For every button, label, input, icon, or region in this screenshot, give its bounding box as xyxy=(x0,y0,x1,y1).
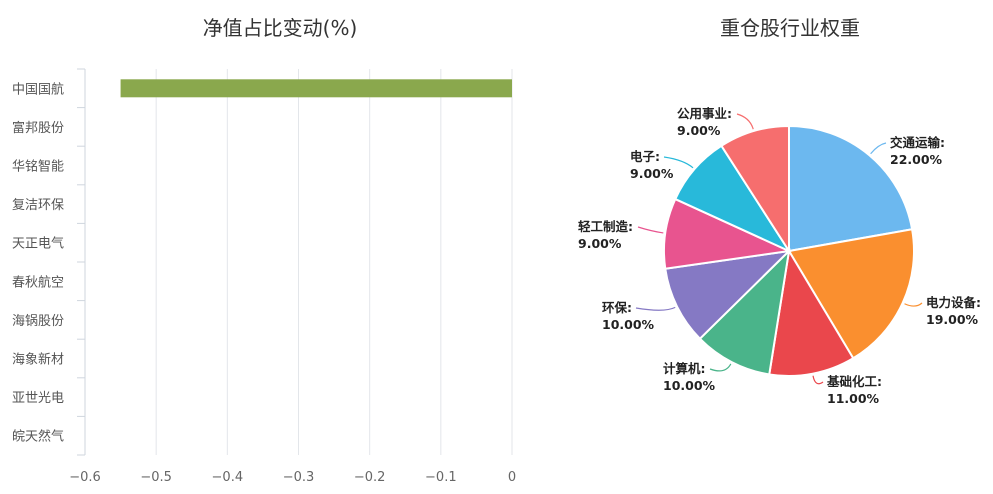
slice-percent: 9.00% xyxy=(578,236,622,251)
category-label: 中国国航 xyxy=(12,81,64,97)
slice-label: 计算机: xyxy=(663,361,706,376)
x-tick-label: −0.2 xyxy=(354,470,386,485)
pie-slice[interactable] xyxy=(768,248,855,377)
slice-label: 轻工制造: xyxy=(578,219,633,234)
pie-chart: 交通运输: 22.00% 电力设备: 19.00% 基础化工: 11.00% 计算机: 10.… xyxy=(578,106,981,406)
category-label: 复洁环保 xyxy=(12,198,64,213)
x-tick-label: −0.1 xyxy=(425,470,457,485)
slice-percent: 10.00% xyxy=(602,317,655,332)
slice-percent: 19.00% xyxy=(926,312,979,327)
slice-label: 基础化工: xyxy=(826,374,882,389)
slice-percent: 9.00% xyxy=(677,123,721,138)
pie-slice[interactable] xyxy=(787,228,915,360)
slice-percent: 11.00% xyxy=(827,391,880,406)
pie-slice[interactable] xyxy=(664,249,792,341)
slice-label: 电力设备: xyxy=(926,295,981,310)
slice-label: 交通运输: xyxy=(890,135,945,150)
x-tick-label: 0 xyxy=(508,470,516,485)
label-leader-line xyxy=(637,226,664,234)
slice-label: 环保: xyxy=(602,300,632,315)
category-label: 海象新材 xyxy=(12,352,64,368)
label-leader-line xyxy=(736,113,754,130)
category-label: 海锅股份 xyxy=(12,313,64,329)
bar[interactable] xyxy=(120,79,512,98)
category-label: 皖天然气 xyxy=(12,429,64,445)
label-leader-line xyxy=(812,375,824,385)
label-leader-line xyxy=(709,363,732,372)
category-label: 天正电气 xyxy=(12,236,64,252)
label-leader-line xyxy=(635,306,676,311)
category-label: 春秋航空 xyxy=(12,274,64,290)
pie-chart-title: 重仓股行业权重 xyxy=(720,16,860,40)
category-label: 富邦股份 xyxy=(12,120,64,136)
pie-slice[interactable] xyxy=(698,248,791,376)
slice-percent: 22.00% xyxy=(890,152,943,167)
pie-slice[interactable] xyxy=(720,124,790,255)
label-leader-line xyxy=(904,302,923,307)
slice-label: 电子: xyxy=(630,149,660,164)
category-label: 华铭智能 xyxy=(12,160,64,175)
bar-chart-title: 净值占比变动(%) xyxy=(202,16,358,40)
x-tick-label: −0.3 xyxy=(283,470,315,485)
x-tick-label: −0.4 xyxy=(212,470,244,485)
category-label: 亚世光电 xyxy=(12,391,64,406)
label-leader-line xyxy=(870,142,887,155)
slice-percent: 10.00% xyxy=(663,378,716,393)
bar-chart: −0.6 −0.5 −0.4 −0.3 −0.2 −0.1 0 中国国航富邦股份华铭智能复洁环… xyxy=(12,68,516,485)
slice-percent: 9.00% xyxy=(630,166,674,181)
slice-label: 公用事业: xyxy=(677,106,732,121)
label-leader-line xyxy=(663,156,694,169)
x-tick-label: −0.5 xyxy=(140,470,172,485)
pie-slice[interactable] xyxy=(788,124,914,253)
x-tick-label: −0.6 xyxy=(69,470,101,485)
